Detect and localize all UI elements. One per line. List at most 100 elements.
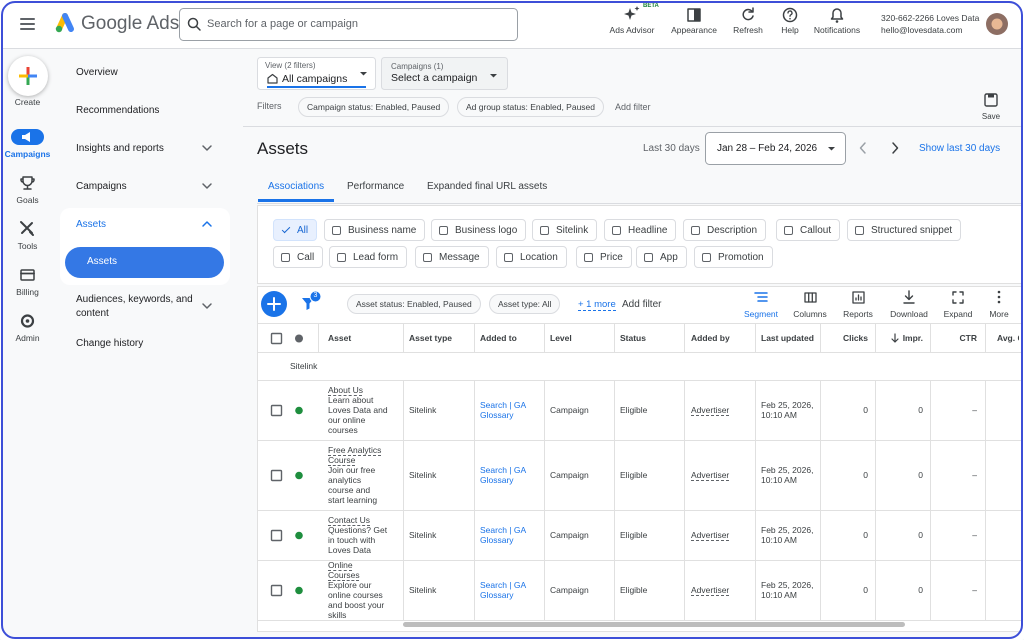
asset-type-chip[interactable]: Location	[496, 246, 567, 268]
nav-chevron[interactable]	[202, 303, 212, 309]
column-header[interactable]: Clicks	[842, 333, 868, 343]
asset-name[interactable]: Online Courses	[328, 560, 360, 580]
nav-chevron[interactable]	[202, 221, 212, 227]
added-to[interactable]: Search | GA Glossary	[480, 400, 526, 420]
save-label[interactable]: Save	[981, 112, 1001, 121]
date-range-box[interactable]	[705, 132, 846, 165]
refresh-icon[interactable]	[742, 7, 754, 21]
action-label[interactable]: Appearance	[671, 25, 717, 35]
action-label[interactable]: Ads Advisor	[609, 25, 655, 35]
tab[interactable]: Expanded final URL assets	[427, 181, 548, 192]
nav-item[interactable]: Audiences, keywords, and content	[76, 294, 193, 319]
column-header[interactable]: Avg. CPC	[997, 333, 1019, 343]
billing-icon[interactable]	[20, 269, 35, 281]
admin-icon[interactable]	[20, 314, 35, 328]
toolbar-chip[interactable]: Asset type: All	[489, 294, 561, 314]
horizontal-scrollbar[interactable]	[403, 622, 905, 627]
search-placeholder[interactable]: Search for a page or campaign	[207, 18, 359, 30]
view-value[interactable]: All campaigns	[282, 73, 348, 85]
view-select[interactable]	[257, 57, 376, 90]
columns-icon[interactable]	[804, 292, 817, 303]
tool-label[interactable]: Columns	[793, 309, 827, 319]
campaign-value[interactable]: Select a campaign	[391, 72, 478, 84]
asset-type-chip[interactable]: Lead form	[329, 246, 408, 268]
action-label[interactable]: Refresh	[733, 25, 763, 35]
nav-item[interactable]: Campaigns	[76, 181, 127, 192]
nav-item[interactable]: Change history	[76, 338, 144, 349]
asset-type-chip[interactable]: Business logo	[431, 219, 527, 241]
tool-label[interactable]: Segment	[743, 309, 779, 319]
notifications-icon[interactable]	[830, 8, 844, 20]
rail-label[interactable]: Goals	[16, 195, 39, 205]
tab[interactable]: Associations	[268, 181, 325, 192]
view-label[interactable]: View (2 filters)	[265, 61, 316, 70]
goals-icon[interactable]	[20, 176, 35, 190]
asset-type-chip[interactable]: App	[636, 246, 687, 268]
toolbar-chip[interactable]: Asset status: Enabled, Paused	[347, 294, 481, 314]
asset-type-chip[interactable]: All	[273, 219, 318, 241]
select-all-checkbox[interactable]	[270, 332, 283, 345]
nav-item[interactable]: Overview	[76, 67, 118, 78]
nav-chevron[interactable]	[202, 145, 212, 151]
nav-item[interactable]: Recommendations	[76, 105, 160, 116]
rail-label[interactable]: Admin	[15, 333, 40, 343]
row-checkbox[interactable]	[270, 584, 283, 597]
asset-type-chip[interactable]: Message	[415, 246, 489, 268]
row-checkbox[interactable]	[270, 529, 283, 542]
asset-type-chip[interactable]: Callout	[776, 219, 841, 241]
column-header[interactable]: Last updated	[761, 333, 814, 343]
row-checkbox[interactable]	[270, 404, 283, 417]
added-by[interactable]: Advertiser	[691, 530, 730, 540]
ads-advisor-icon[interactable]	[624, 8, 636, 20]
account-email[interactable]: hello@lovesdata.com	[881, 25, 963, 35]
rail-label[interactable]: Billing	[16, 287, 39, 297]
column-header[interactable]: Added by	[691, 333, 730, 343]
tool-label[interactable]: More	[989, 309, 1009, 319]
column-header[interactable]: Asset	[328, 333, 352, 343]
add-filter[interactable]: Add filter	[622, 299, 662, 310]
more-filters[interactable]: + 1 more	[578, 299, 616, 311]
expand-icon[interactable]	[952, 291, 964, 304]
add-filter[interactable]: Add filter	[615, 102, 651, 112]
more-icon[interactable]	[997, 295, 1001, 299]
prev-range[interactable]	[859, 142, 866, 154]
tool-label[interactable]: Download	[890, 309, 928, 319]
filter-chip[interactable]: Ad group status: Enabled, Paused	[457, 97, 605, 117]
column-header[interactable]: Impr.	[902, 333, 923, 343]
action-label[interactable]: Notifications	[813, 25, 861, 35]
filter-chip[interactable]: Campaign status: Enabled, Paused	[298, 97, 450, 117]
nav-chevron[interactable]	[202, 183, 212, 189]
date-range[interactable]: Jan 28 – Feb 24, 2026	[717, 143, 818, 154]
asset-type-chip[interactable]: Sitelink	[532, 219, 598, 241]
search-box[interactable]	[179, 8, 518, 41]
help-icon[interactable]	[782, 7, 798, 23]
reports-icon[interactable]	[852, 291, 865, 304]
more-icon[interactable]	[997, 290, 1001, 294]
filter-icon[interactable]	[302, 298, 314, 310]
action-label[interactable]: Help	[781, 25, 799, 35]
row-checkbox[interactable]	[270, 469, 283, 482]
added-to[interactable]: Search | GA Glossary	[480, 580, 526, 600]
column-header[interactable]: CTR	[959, 333, 977, 343]
tab[interactable]: Performance	[347, 181, 405, 192]
asset-type-chip[interactable]: Structured snippet	[847, 219, 962, 241]
asset-type-chip[interactable]: Call	[273, 246, 324, 268]
campaign-select[interactable]	[381, 57, 508, 90]
menu-icon[interactable]	[20, 18, 35, 30]
asset-type-chip[interactable]: Promotion	[694, 246, 773, 268]
next-range[interactable]	[892, 142, 899, 154]
added-by[interactable]: Advertiser	[691, 470, 730, 480]
asset-type-chip[interactable]: Description	[683, 219, 767, 241]
column-header[interactable]: Asset type	[409, 333, 452, 343]
added-to[interactable]: Search | GA Glossary	[480, 465, 526, 485]
column-header[interactable]: Added to	[480, 333, 517, 343]
asset-name[interactable]: Free Analytics Course	[328, 445, 382, 465]
asset-type-chip[interactable]: Business name	[324, 219, 426, 241]
asset-name[interactable]: About Us	[328, 385, 363, 395]
tools-icon[interactable]	[20, 221, 34, 236]
show-last[interactable]: Show last 30 days	[919, 143, 1001, 154]
asset-type-chip[interactable]: Headline	[604, 219, 677, 241]
asset-type-chip[interactable]: Price	[576, 246, 632, 268]
more-icon[interactable]	[997, 300, 1001, 304]
rail-label[interactable]: Campaigns	[4, 149, 51, 159]
